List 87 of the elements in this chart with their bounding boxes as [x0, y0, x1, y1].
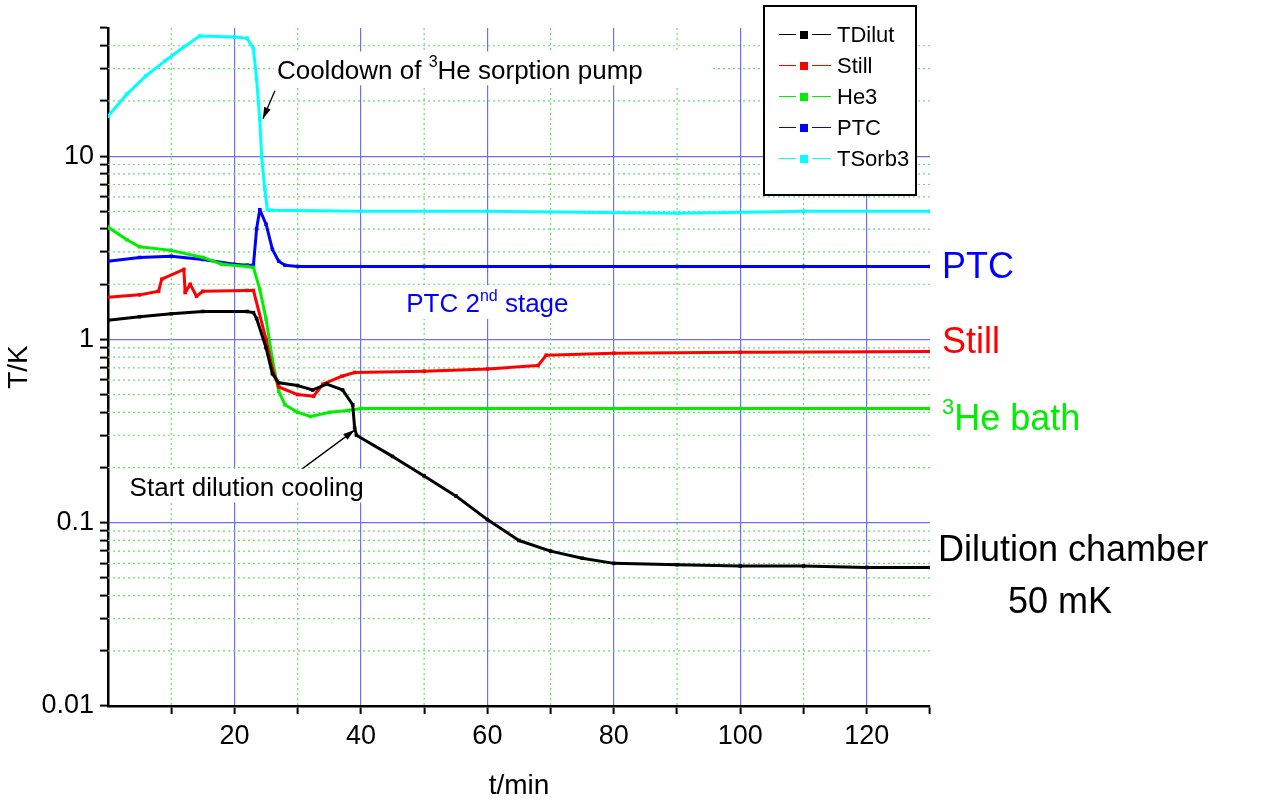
legend-label: Still: [837, 52, 873, 79]
point: [259, 155, 264, 159]
point: [159, 277, 164, 281]
point: [675, 562, 679, 567]
y-tick-label: 0.1: [56, 506, 94, 537]
x-tick-label: 20: [219, 719, 250, 750]
point: [738, 564, 743, 568]
point: [182, 45, 186, 49]
point: [340, 374, 344, 378]
point: [257, 287, 262, 291]
x-tick-label: 60: [472, 719, 503, 750]
y-tick-label: 10: [63, 139, 94, 170]
annotation: Still: [942, 320, 1001, 362]
point: [144, 74, 148, 78]
point: [612, 351, 616, 356]
point: [675, 211, 679, 215]
x-tick-label: 100: [717, 719, 763, 750]
point: [257, 117, 262, 121]
point: [264, 317, 268, 321]
point: [201, 289, 205, 294]
point: [183, 290, 187, 295]
point: [137, 293, 142, 297]
annotation: Dilution chamber 50 mK: [938, 528, 1209, 622]
point: [354, 433, 359, 438]
point: [264, 346, 268, 350]
point: [612, 561, 616, 566]
point: [251, 47, 256, 51]
point: [422, 474, 426, 478]
legend-label: PTC: [837, 114, 881, 141]
x-tick-label: 80: [598, 719, 629, 750]
point: [163, 59, 167, 63]
annotation: Start dilution cooling: [129, 472, 364, 503]
point: [865, 565, 869, 570]
annotation: PTC: [942, 245, 1014, 287]
point: [283, 403, 287, 407]
legend-label: TSorb3: [837, 145, 910, 172]
point: [232, 35, 237, 39]
point: [548, 549, 553, 553]
point: [245, 36, 249, 40]
point: [169, 248, 173, 253]
point: [517, 538, 521, 543]
point: [182, 267, 186, 272]
point: [325, 382, 329, 386]
point: [340, 388, 345, 392]
point: [125, 237, 129, 242]
point: [612, 406, 616, 411]
point: [276, 381, 281, 385]
point: [257, 207, 262, 212]
point: [188, 282, 192, 286]
point: [254, 77, 259, 81]
point: [544, 353, 548, 357]
point: [137, 245, 142, 249]
point: [422, 369, 426, 374]
point: [350, 403, 355, 407]
point: [169, 312, 173, 316]
point: [580, 556, 584, 560]
point: [311, 388, 315, 392]
point: [220, 262, 224, 267]
point: [201, 309, 205, 314]
point: [485, 367, 490, 371]
point: [169, 254, 173, 259]
point: [675, 264, 679, 269]
point: [359, 209, 363, 214]
legend-label: TDilut: [837, 21, 895, 48]
point: [311, 394, 316, 398]
point: [276, 385, 281, 389]
point: [276, 259, 281, 263]
x-axis-title: t/min: [488, 768, 550, 800]
point: [422, 264, 426, 269]
point: [125, 92, 129, 96]
legend-label: He3: [837, 83, 878, 110]
point: [245, 309, 249, 314]
point: [359, 406, 363, 411]
point: [454, 494, 458, 498]
point: [536, 363, 540, 368]
x-tick-label: 40: [345, 719, 376, 750]
y-tick-label: 1: [78, 322, 94, 353]
point: [254, 227, 259, 231]
y-axis-title: T/K: [1, 344, 33, 389]
x-tick-label: 120: [844, 719, 890, 750]
point: [197, 34, 202, 38]
point: [194, 294, 199, 299]
y-tick-label: 0.01: [41, 689, 94, 720]
point: [283, 263, 287, 267]
point: [801, 564, 806, 568]
point: [263, 187, 267, 191]
point: [264, 222, 268, 226]
